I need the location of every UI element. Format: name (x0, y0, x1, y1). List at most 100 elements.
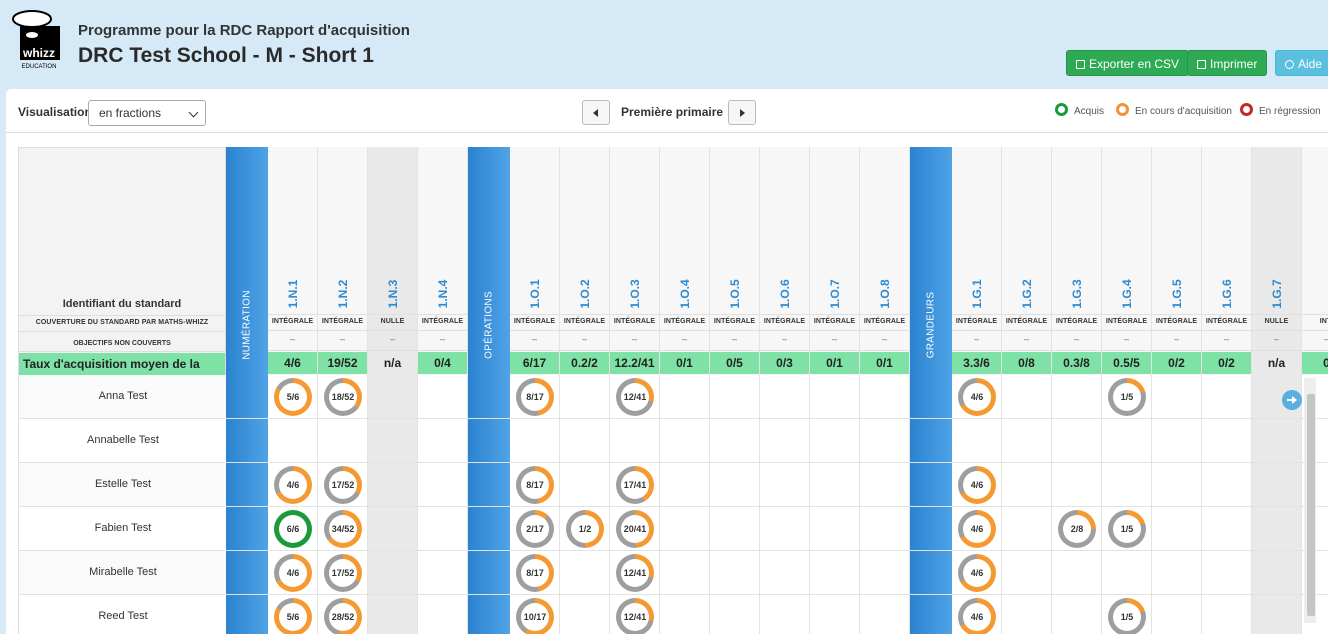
score-donut[interactable]: 8/17 (516, 466, 554, 504)
column-body (860, 375, 909, 634)
objectives-value: – (781, 334, 787, 344)
standard-column-1.G.2[interactable]: 1.G.2 INTÉGRALE – 0/8 (1002, 147, 1052, 634)
question-icon (1285, 60, 1294, 69)
standard-code: 1.O.2 (560, 279, 609, 309)
score-donut[interactable]: 12/41 (616, 598, 654, 634)
score-label: 1/5 (1113, 515, 1141, 543)
header-row-divider (1152, 314, 1201, 315)
score-donut[interactable]: 17/41 (616, 466, 654, 504)
standard-code: 1.G.4 (1102, 279, 1151, 309)
student-name[interactable]: Mirabelle Test (89, 566, 157, 578)
score-donut[interactable]: 2/8 (1058, 510, 1096, 548)
student-name[interactable]: Reed Test (98, 610, 148, 622)
standard-column-1.N.3[interactable]: 1.N.3 NULLE – n/a (368, 147, 418, 634)
student-name[interactable]: Annabelle Test (87, 434, 159, 446)
score-label: 4/6 (963, 559, 991, 587)
class-average-value: 0/8 (1002, 352, 1051, 374)
score-donut[interactable]: 4/6 (958, 554, 996, 592)
score-donut[interactable]: 5/6 (274, 378, 312, 416)
score-donut[interactable]: 4/6 (958, 598, 996, 634)
score-donut[interactable]: 4/6 (958, 510, 996, 548)
score-donut[interactable]: 4/6 (274, 466, 312, 504)
scroll-right-button[interactable] (1282, 390, 1302, 410)
score-donut[interactable]: 18/52 (324, 378, 362, 416)
standard-column-1.O.8[interactable]: 1.O.8 INTÉGRALE – 0/1 (860, 147, 910, 634)
class-average-value: 0.2/2 (560, 352, 609, 374)
score-donut[interactable]: 12/41 (616, 554, 654, 592)
header-row-divider (510, 330, 559, 331)
standard-id-header: Identifiant du standard (62, 298, 182, 310)
score-donut[interactable]: 20/41 (616, 510, 654, 548)
standard-column-1.O.6[interactable]: 1.O.6 INTÉGRALE – 0/3 (760, 147, 810, 634)
score-donut[interactable]: 1/5 (1108, 378, 1146, 416)
score-donut[interactable]: 4/6 (958, 466, 996, 504)
score-donut[interactable]: 8/17 (516, 554, 554, 592)
whizz-logo: whizz EDUCATION (12, 10, 60, 70)
score-donut[interactable]: 1/5 (1108, 510, 1146, 548)
header-row-divider (1002, 350, 1051, 351)
objectives-value: – (1302, 334, 1328, 344)
coverage-label: INTÉGRALE (863, 318, 906, 325)
coverage-label: INTÉGRALE (613, 318, 656, 325)
header-row-divider (560, 350, 609, 351)
standard-code: 1.G.6 (1202, 279, 1251, 309)
score-donut[interactable]: 10/17 (516, 598, 554, 634)
score-donut[interactable]: 1/5 (1108, 598, 1146, 634)
score-donut[interactable]: 6/6 (274, 510, 312, 548)
help-button[interactable]: Aide (1275, 50, 1328, 76)
header-row-divider (710, 330, 759, 331)
standard-code: 1.N.1 (268, 279, 317, 309)
student-name[interactable]: Fabien Test (94, 522, 152, 534)
standard-column-1.O.7[interactable]: 1.O.7 INTÉGRALE – 0/1 (810, 147, 860, 634)
visualisation-select[interactable]: en fractions (88, 100, 206, 126)
next-grade-button[interactable] (728, 100, 756, 125)
coverage-label: INTÉGRALE (321, 318, 364, 325)
coverage-label: INTÉGRALE (1155, 318, 1198, 325)
score-donut[interactable]: 17/52 (324, 554, 362, 592)
score-donut[interactable]: 12/41 (616, 378, 654, 416)
standard-code: 1.O.3 (610, 279, 659, 309)
standard-column-1.O.5[interactable]: 1.O.5 INTÉGRALE – 0/5 (710, 147, 760, 634)
column-header-bg (318, 147, 367, 375)
coverage-label: INTÉGRALE (663, 318, 706, 325)
previous-grade-button[interactable] (582, 100, 610, 125)
score-donut[interactable]: 5/6 (274, 598, 312, 634)
coverage-label: INTÉGRALE (1205, 318, 1248, 325)
scrollbar-thumb[interactable] (1307, 394, 1315, 616)
student-row: Fabien Test (18, 507, 226, 551)
standard-column-1.O.4[interactable]: 1.O.4 INTÉGRALE – 0/1 (660, 147, 710, 634)
score-donut[interactable]: 2/17 (516, 510, 554, 548)
column-header-bg (1252, 147, 1301, 375)
score-label: 4/6 (963, 515, 991, 543)
standard-code: 1.N.3 (368, 279, 417, 309)
coverage-label: INTÉGRALE (1005, 318, 1048, 325)
print-button[interactable]: Imprimer (1187, 50, 1268, 76)
score-donut[interactable]: 28/52 (324, 598, 362, 634)
standard-column-1.N.4[interactable]: 1.N.4 INTÉGRALE – 0/4 (418, 147, 468, 634)
page-title: DRC Test School - M - Short 1 (78, 44, 374, 67)
score-donut[interactable]: 8/17 (516, 378, 554, 416)
standard-code-label: 1.O.2 (577, 279, 592, 309)
score-donut[interactable]: 4/6 (274, 554, 312, 592)
header-row-divider (710, 314, 759, 315)
student-name[interactable]: Anna Test (98, 390, 148, 402)
export-csv-button[interactable]: Exporter en CSV (1066, 50, 1190, 76)
header-row-divider (268, 330, 317, 331)
score-donut[interactable]: 34/52 (324, 510, 362, 548)
standard-column-1.G.5[interactable]: 1.G.5 INTÉGRALE – 0/2 (1152, 147, 1202, 634)
student-name[interactable]: Estelle Test (94, 478, 152, 490)
printer-icon (1197, 60, 1206, 69)
score-donut[interactable]: 1/2 (566, 510, 604, 548)
score-label: 10/17 (521, 603, 549, 631)
standard-column-1.G.3[interactable]: 1.G.3 INTÉGRALE – 0.3/8 (1052, 147, 1102, 634)
column-header-bg (810, 147, 859, 375)
score-donut[interactable]: 17/52 (324, 466, 362, 504)
score-donut[interactable]: 4/6 (958, 378, 996, 416)
objectives-value: – (1173, 334, 1179, 344)
legend-in-progress-label: En cours d'acquisition (1135, 106, 1232, 117)
standard-column-1.G.6[interactable]: 1.G.6 INTÉGRALE – 0/2 (1202, 147, 1252, 634)
acquisition-table: Identifiant du standard COUVERTURE DU STA… (18, 147, 1328, 634)
standard-column-1.O.2[interactable]: 1.O.2 INTÉGRALE – 0.2/2 (560, 147, 610, 634)
objectives-row-header: OBJECTIFS NON COUVERTS (73, 340, 171, 347)
coverage-label: INTÉGRALE (563, 318, 606, 325)
